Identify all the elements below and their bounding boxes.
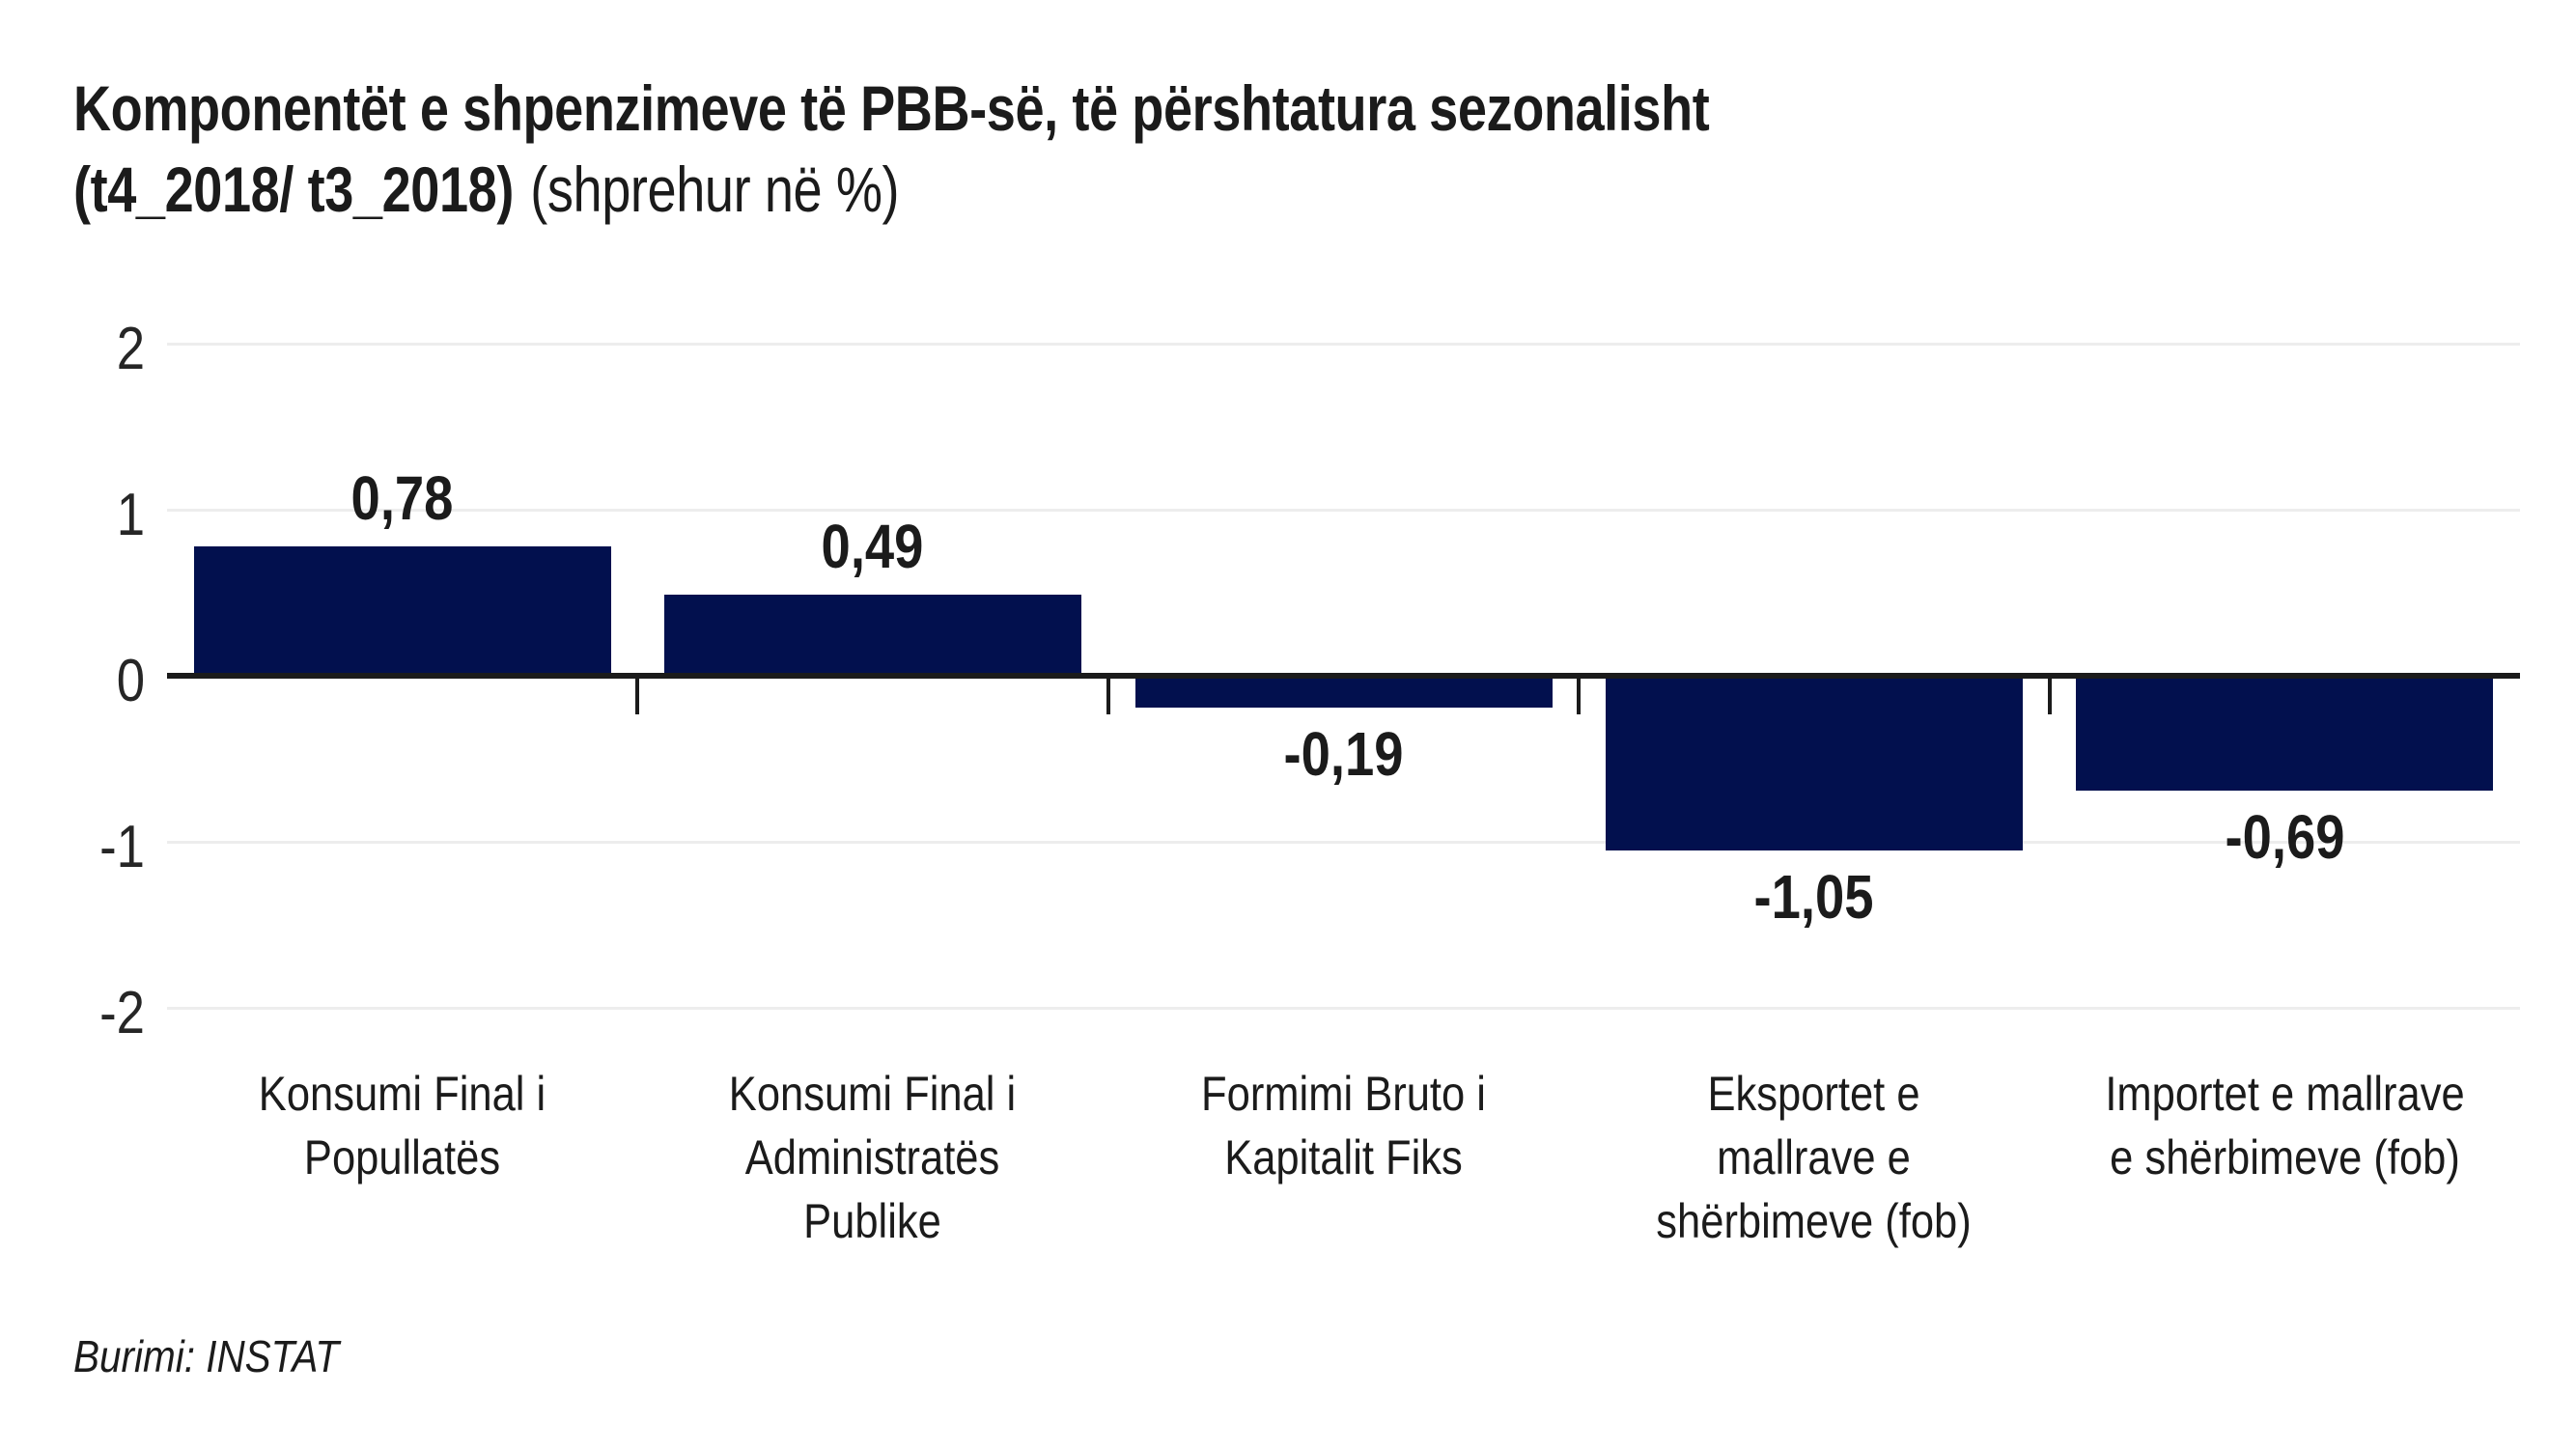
category-label-line: Popullatës — [303, 1130, 501, 1184]
bar-value-label: -0,69 — [2225, 802, 2345, 872]
bar — [1135, 676, 1553, 708]
category-label-line: Kapitalit Fiks — [1224, 1130, 1463, 1184]
category-label-line: Formimi Bruto i — [1201, 1067, 1486, 1121]
chart-title-period: (t4_2018/ t3_2018) — [73, 153, 514, 225]
category-label-line: Konsumi Final i — [258, 1067, 546, 1121]
bar-value-label: 0,78 — [350, 463, 454, 533]
source-note: Burimi: INSTAT — [73, 1331, 340, 1381]
bar — [664, 595, 1081, 676]
category-label: Konsumi Final i Popullatës — [198, 1062, 607, 1189]
category-label-line: shërbimeve (fob) — [1656, 1194, 1972, 1248]
y-axis-label: 2 — [116, 316, 145, 382]
category-label-line: e shërbimeve (fob) — [2110, 1130, 2460, 1184]
y-axis-label: 0 — [116, 648, 145, 714]
category-label-line: Importet e mallrave — [2105, 1067, 2465, 1121]
x-axis-tick — [2048, 676, 2052, 714]
y-axis-label: -1 — [99, 814, 145, 880]
category-label-line: Eksportet e — [1707, 1067, 1920, 1121]
category-label-line: Konsumi Final i — [728, 1067, 1017, 1121]
chart-title-line1: Komponentët e shpenzimeve të PBB-së, të … — [73, 72, 1710, 144]
category-label: Importet e mallrave e shërbimeve (fob) — [2081, 1062, 2490, 1189]
bar — [2076, 676, 2493, 791]
bar-value-label: 0,49 — [821, 512, 924, 581]
x-axis-tick — [1577, 676, 1581, 714]
bar-value-label: -0,19 — [1283, 719, 1404, 789]
grid-line — [167, 841, 2520, 844]
x-axis-tick — [1106, 676, 1110, 714]
category-label: Eksportet e mallrave e shërbimeve (fob) — [1610, 1062, 2019, 1253]
grid-line — [167, 343, 2520, 346]
chart-title: Komponentët e shpenzimeve të PBB-së, të … — [73, 68, 1710, 230]
chart-title-unit-note: (shprehur në %) — [530, 153, 900, 225]
grid-line — [167, 1007, 2520, 1010]
grid-line — [167, 509, 2520, 512]
category-label: Konsumi Final i Administratës Publike — [668, 1062, 1078, 1253]
x-axis-line — [167, 673, 2520, 679]
bar — [194, 546, 611, 676]
y-axis-label: -2 — [99, 980, 145, 1046]
bar — [1606, 676, 2023, 850]
category-label: Formimi Bruto i Kapitalit Fiks — [1139, 1062, 1549, 1189]
category-label-line: Publike — [803, 1194, 941, 1248]
x-axis-tick — [635, 676, 639, 714]
y-axis-label: 1 — [116, 482, 145, 548]
category-label-line: Administratës — [744, 1130, 1000, 1184]
chart-title-line2: (t4_2018/ t3_2018) (shprehur në %) — [73, 149, 1709, 230]
category-label-line: mallrave e — [1717, 1130, 1911, 1184]
bar-value-label: -1,05 — [1753, 862, 1874, 932]
